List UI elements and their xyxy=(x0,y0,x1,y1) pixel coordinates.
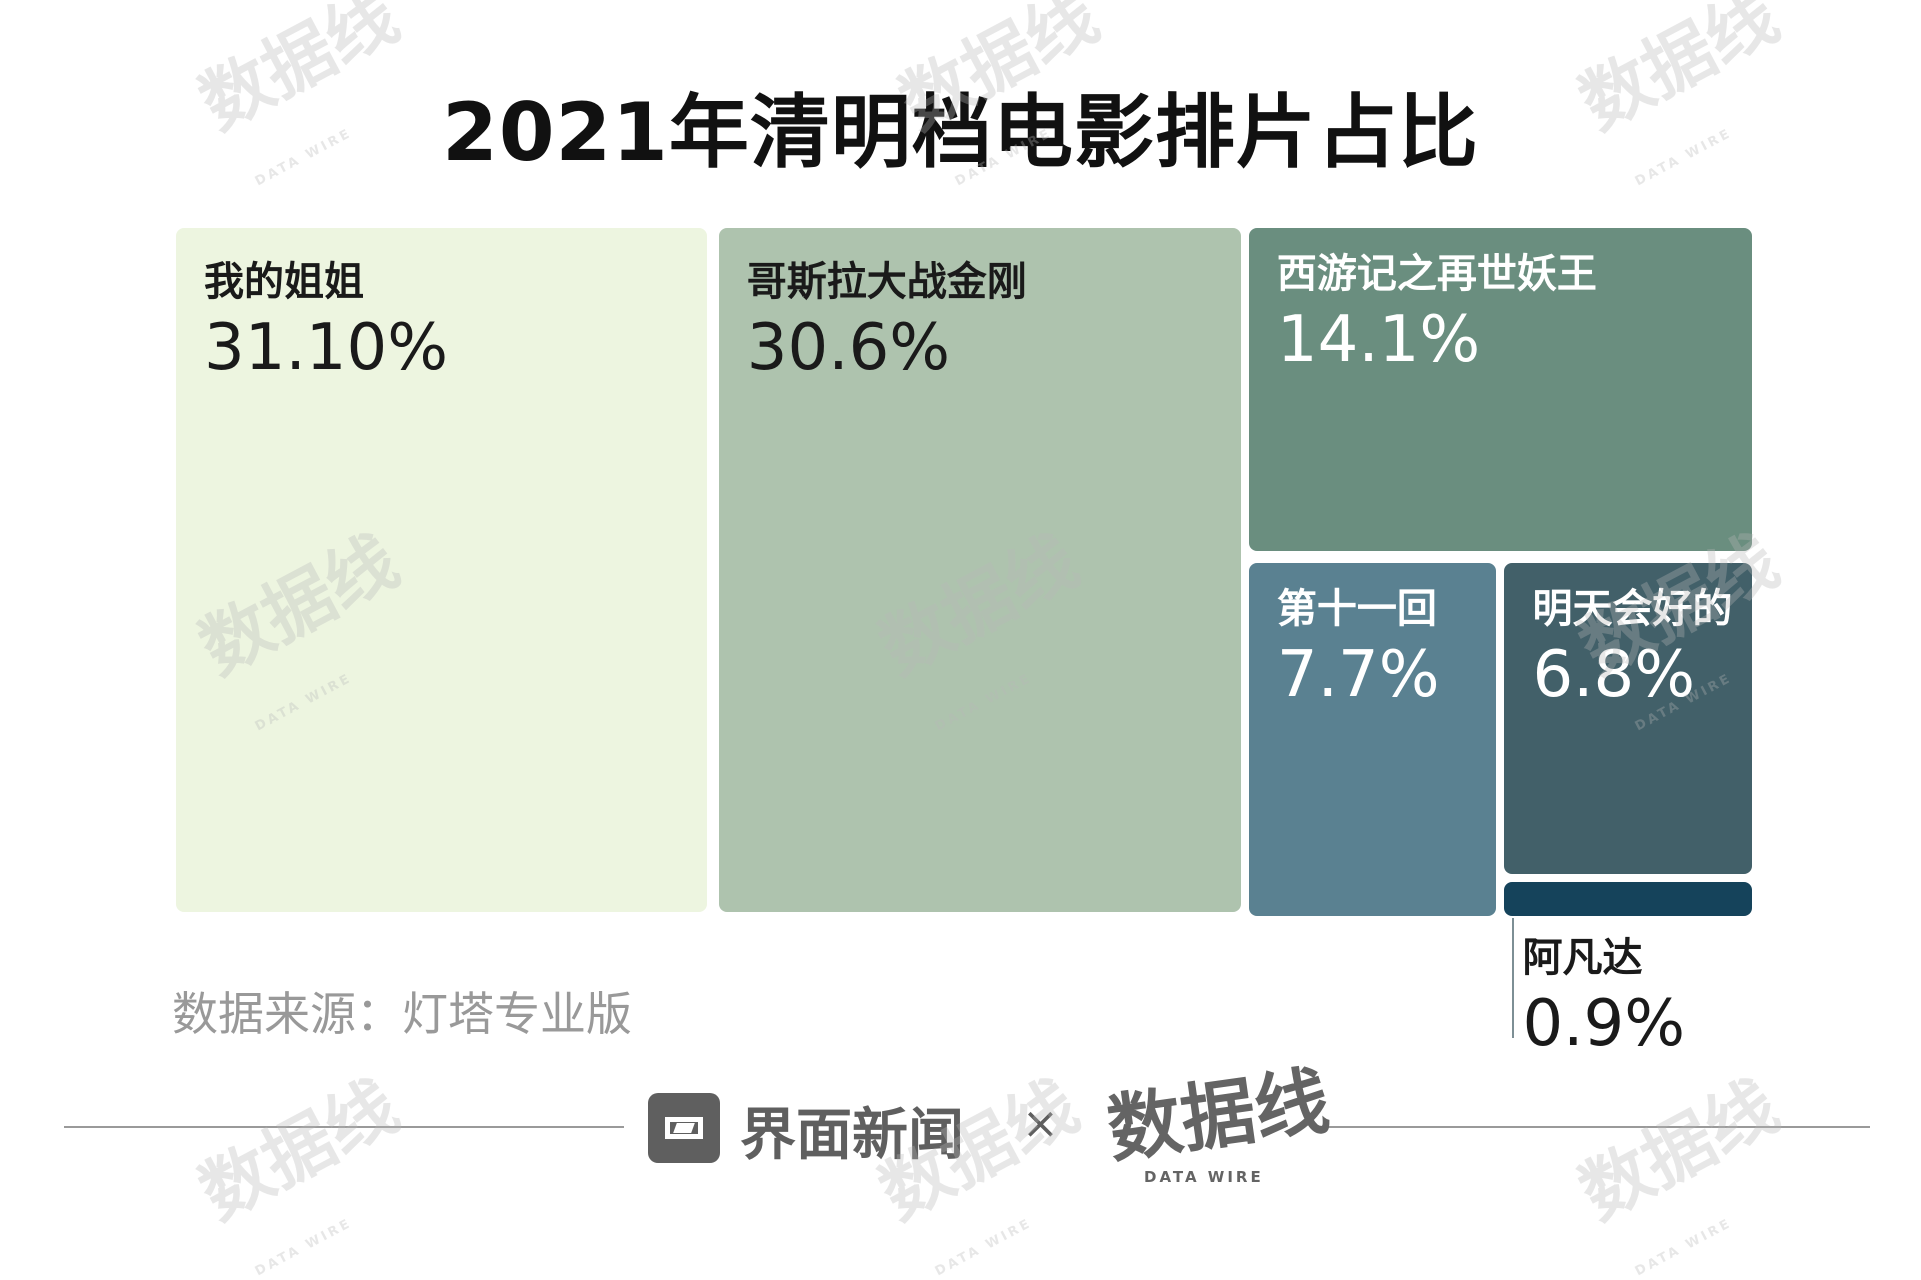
tile-label: 明天会好的 xyxy=(1532,585,1733,632)
footer-rule-left xyxy=(64,1126,624,1128)
tile-value: 0.9% xyxy=(1522,987,1686,1061)
tile-value: 7.7% xyxy=(1276,637,1440,712)
tile-label: 西游记之再世妖王 xyxy=(1276,251,1597,297)
tile-label: 第十一回 xyxy=(1276,585,1437,632)
treemap-tile: 第十一回 7.7% xyxy=(1248,562,1497,916)
tile-label: 哥斯拉大战金刚 xyxy=(746,259,1027,305)
tile-label: 阿凡达 xyxy=(1522,935,1643,981)
treemap-tile: 明天会好的 6.8% xyxy=(1504,562,1752,874)
treemap-tile xyxy=(1504,881,1752,916)
tile-value: 6.8% xyxy=(1532,637,1696,712)
chart-title: 2021年清明档电影排片占比 xyxy=(442,86,1479,179)
tile-value: 14.1% xyxy=(1276,303,1481,377)
datawire-logo-cn: 数据线 xyxy=(1102,1057,1335,1174)
watermark: 数据线 DATA WIRE xyxy=(180,1065,411,1280)
leader-line xyxy=(1512,918,1515,1038)
external-label: 阿凡达 0.9% xyxy=(1522,934,1685,1063)
treemap-tile: 哥斯拉大战金刚 30.6% xyxy=(718,228,1241,912)
watermark-cn: 数据线 xyxy=(1567,1064,1791,1236)
watermark-en: DATA WIRE xyxy=(932,1215,1035,1280)
datawire-logo: 数据线 DATA WIRE xyxy=(1100,1058,1334,1192)
watermark-cn: 数据线 xyxy=(187,1064,411,1236)
tile-label: 我的姐姐 xyxy=(204,259,364,305)
treemap-tile: 西游记之再世妖王 14.1% xyxy=(1248,228,1752,551)
watermark: 数据线 DATA WIRE xyxy=(1560,1065,1791,1280)
tile-value: 30.6% xyxy=(746,311,951,385)
footer-rule-right xyxy=(1310,1126,1870,1128)
treemap-tile: 我的姐姐 31.10% xyxy=(176,228,707,912)
times-sign: × xyxy=(1022,1098,1059,1149)
watermark-en: DATA WIRE xyxy=(252,1215,355,1280)
watermark-en: DATA WIRE xyxy=(1632,1215,1735,1280)
data-source: 数据来源：灯塔专业版 xyxy=(172,987,632,1041)
jiemian-logo-icon xyxy=(648,1093,720,1163)
tile-value: 31.10% xyxy=(204,311,449,385)
brand-name: 界面新闻 xyxy=(740,1103,964,1168)
datawire-logo-en: DATA WIRE xyxy=(1144,1168,1264,1186)
